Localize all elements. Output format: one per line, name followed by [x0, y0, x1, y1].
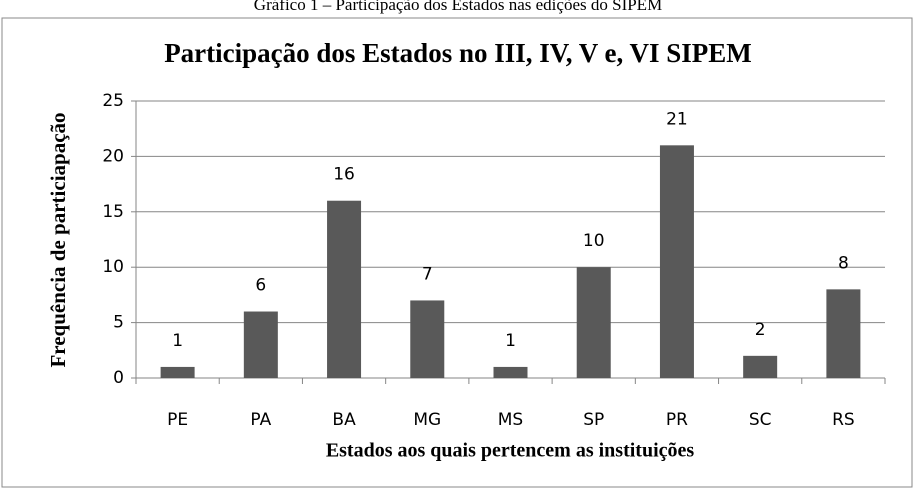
x-tick-label: RS: [832, 410, 855, 430]
x-tick-label: MS: [498, 410, 523, 430]
x-tick-label: SP: [583, 410, 604, 430]
y-tick-label: 25: [102, 91, 124, 111]
y-axis-label: Frequência de particiapação: [46, 112, 70, 367]
data-label: 10: [583, 231, 605, 251]
x-tick-label: MG: [413, 410, 441, 430]
bar: [160, 366, 195, 378]
bar: [826, 289, 861, 378]
bar: [576, 267, 611, 378]
caption: Gráfico 1 – Participação dos Estados nas…: [254, 0, 662, 14]
data-label: 2: [755, 320, 766, 340]
y-tick-label: 10: [102, 257, 124, 277]
data-label: 1: [172, 331, 183, 351]
bar: [243, 311, 278, 378]
bar: [410, 300, 445, 378]
data-label: 21: [666, 109, 688, 129]
y-tick-label: 0: [113, 368, 124, 388]
bar: [659, 145, 694, 378]
bar: [327, 200, 362, 378]
bar: [743, 355, 778, 378]
x-tick-label: SC: [749, 410, 772, 430]
x-tick-label: PA: [250, 410, 271, 430]
x-tick-label: PE: [167, 410, 188, 430]
chart-title: Participação dos Estados no III, IV, V e…: [164, 38, 752, 68]
bar: [493, 366, 528, 378]
chart-border: [1, 17, 913, 488]
y-tick-label: 20: [102, 146, 124, 166]
x-axis-label: Estados aos quais pertencem as instituiç…: [326, 440, 695, 462]
data-label: 8: [838, 253, 849, 273]
y-tick-label: 15: [102, 202, 124, 222]
data-label: 16: [333, 165, 355, 185]
data-label: 7: [422, 264, 433, 284]
data-label: 1: [505, 331, 516, 351]
x-tick-label: BA: [332, 410, 356, 430]
data-label: 6: [255, 276, 266, 296]
y-tick-label: 5: [113, 313, 124, 333]
x-tick-label: PR: [666, 410, 688, 430]
